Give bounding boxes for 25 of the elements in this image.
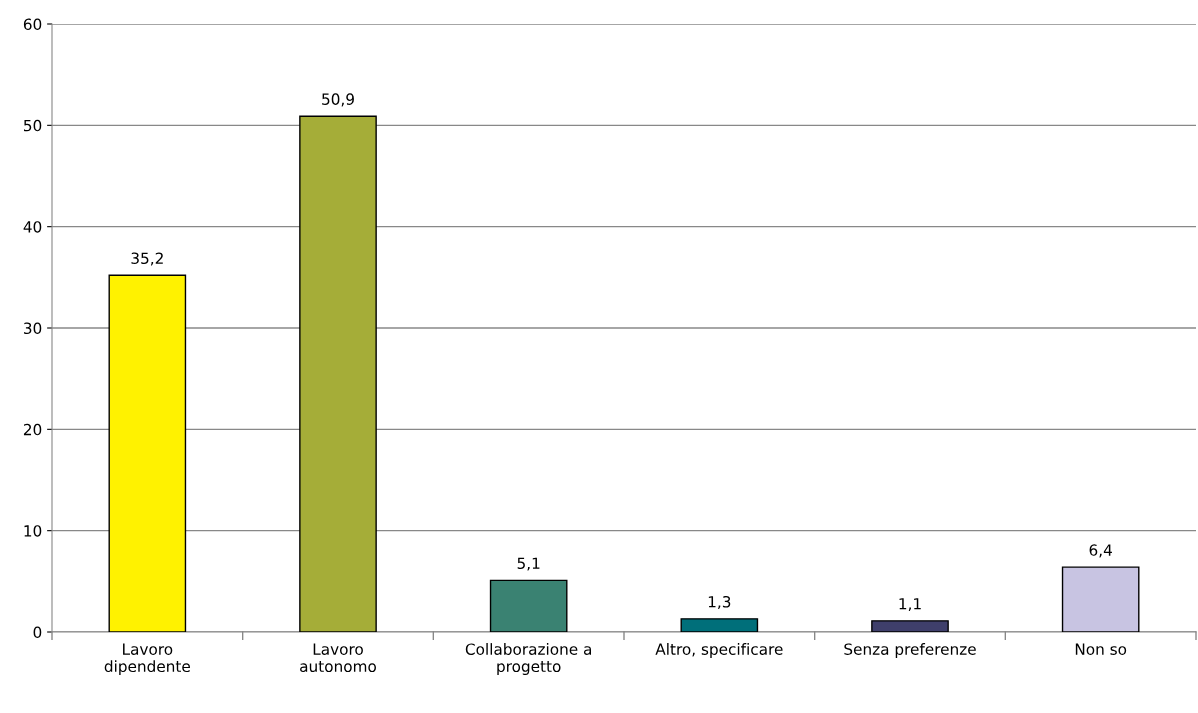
bar bbox=[108, 274, 187, 632]
y-tick-label: 20 bbox=[23, 423, 42, 436]
bar bbox=[1061, 566, 1140, 632]
data-label: 1,3 bbox=[708, 595, 731, 610]
y-tick-label: 40 bbox=[23, 221, 42, 233]
x-tick-label: Senza preferenze bbox=[844, 643, 976, 658]
y-tick-label: 60 bbox=[23, 18, 42, 31]
y-tick-label: 10 bbox=[24, 525, 42, 537]
x-tick-label: Lavoro dipendente bbox=[104, 643, 190, 675]
x-tick-label: Altro, specificare bbox=[655, 643, 783, 658]
data-label: 1,1 bbox=[899, 598, 921, 612]
x-tick-label: Lavoro autonomo bbox=[300, 643, 376, 673]
bar bbox=[489, 579, 568, 632]
y-tick-label: 0 bbox=[33, 626, 42, 639]
y-tick-label: 30 bbox=[24, 322, 42, 335]
bar bbox=[871, 620, 949, 632]
x-tick-label: Collaborazione a progetto bbox=[465, 643, 592, 675]
x-tick-label: Non so bbox=[1075, 643, 1127, 655]
bar bbox=[680, 618, 759, 632]
data-label: 6,4 bbox=[1089, 544, 1112, 558]
data-label: 5,1 bbox=[517, 557, 540, 571]
data-label: 35,2 bbox=[131, 252, 163, 266]
y-tick-label: 50 bbox=[24, 119, 42, 132]
bar bbox=[299, 115, 377, 632]
data-label: 50,9 bbox=[322, 93, 354, 107]
